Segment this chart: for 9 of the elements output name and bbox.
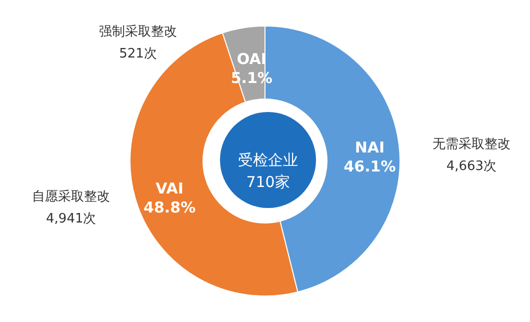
text: 自愿采取整改 4,941次	[32, 189, 110, 226]
text: 无需采取整改 4,663次	[432, 137, 510, 174]
text: 受检企业 710家	[238, 151, 298, 191]
data-label: 48.8%	[144, 198, 196, 217]
slice-label: NAI	[354, 138, 385, 156]
slice-label: OAI	[236, 50, 266, 68]
data-label: 46.1%	[344, 157, 396, 176]
text: 强制采取整改 521次	[99, 24, 177, 62]
slice-label: VAI	[156, 180, 184, 198]
